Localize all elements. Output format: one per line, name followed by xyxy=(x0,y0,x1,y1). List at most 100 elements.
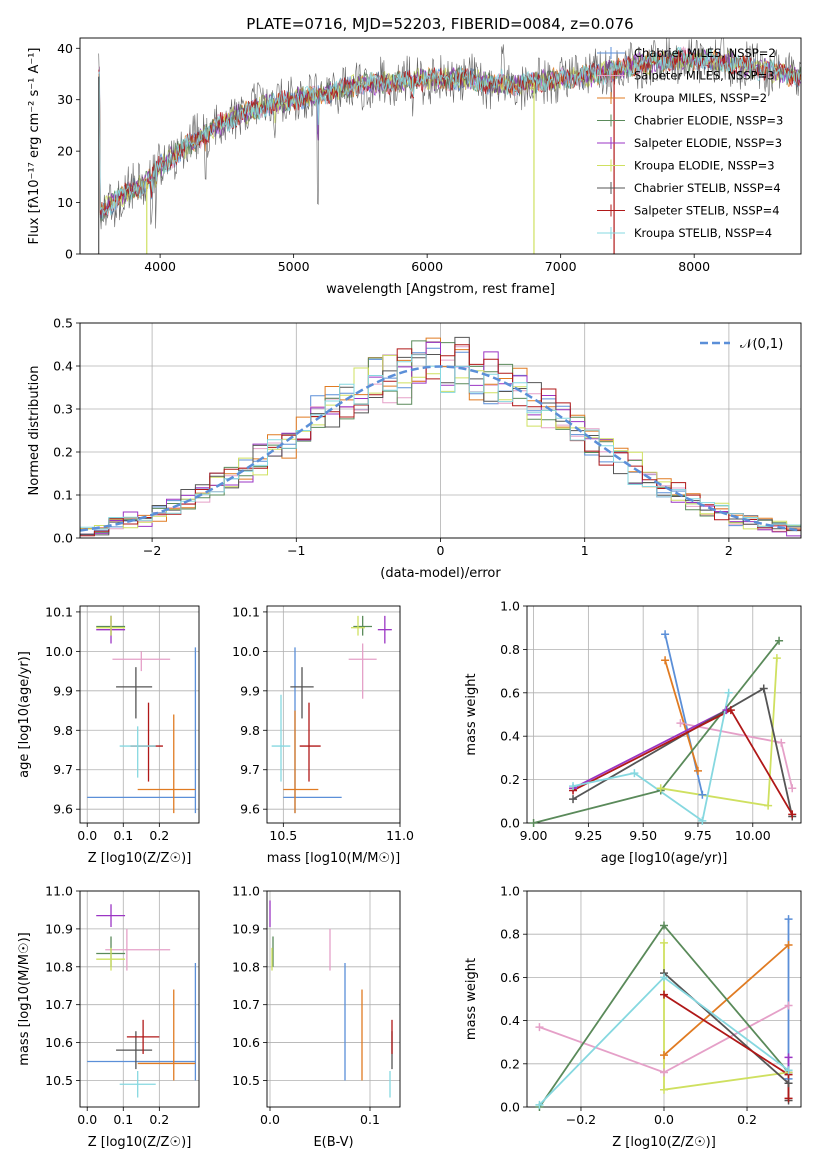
y-tick-label: 0.2 xyxy=(500,1056,520,1071)
weight-point xyxy=(726,706,735,715)
y-tick-label: 9.8 xyxy=(240,723,260,738)
y-tick-label: 1.0 xyxy=(500,599,520,614)
mass_vs_Z-frame xyxy=(79,890,200,1108)
legend-label: Salpeter MILES, NSSP=3 xyxy=(634,69,775,83)
x-tick-label: −0.2 xyxy=(566,1112,596,1127)
y-tick-label: 0.0 xyxy=(53,531,73,546)
weight-point xyxy=(784,1094,793,1103)
legend-label: Chabrier STELIB, NSSP=4 xyxy=(634,181,781,195)
spectrum-y-label: Flux [fλ10⁻¹⁷ erg cm⁻² s⁻¹ A⁻¹] xyxy=(27,48,42,245)
age_vs_Z-frame xyxy=(79,605,200,824)
y-tick-label: 0.6 xyxy=(500,970,520,985)
x-tick-label: 11.0 xyxy=(386,828,414,843)
mass_vs_Z-plot-area xyxy=(87,904,197,1098)
weight-point xyxy=(660,938,668,947)
histogram-step xyxy=(80,344,801,537)
weight-line xyxy=(572,709,727,790)
x-tick-label: 8000 xyxy=(678,259,710,274)
age_vs_Z-plot-area xyxy=(87,615,197,814)
y-tick-label: 9.8 xyxy=(53,723,73,738)
y-tick-label: 11.0 xyxy=(45,884,73,899)
weight-line xyxy=(533,640,780,823)
weight-point xyxy=(759,684,768,693)
weight-point xyxy=(660,1068,668,1077)
y-tick-label: 0.5 xyxy=(53,316,73,331)
mass_vs_Z-x-label: Z [log10(Z/Z☉)] xyxy=(88,1135,192,1150)
y-tick-label: 10.9 xyxy=(232,921,260,936)
x-tick-label: 9.75 xyxy=(684,828,712,843)
mass_vs_ebv-frame xyxy=(266,890,401,1108)
y-tick-label: 10.5 xyxy=(45,1073,73,1088)
x-tick-label: 10.5 xyxy=(269,828,297,843)
weight-point xyxy=(660,1085,668,1094)
y-tick-label: 20 xyxy=(57,144,73,159)
mass_vs_Z-axes: 0.0 0.1 0.2 10.5 10.6 10.7 10.8 10.9 11.0 Z [log1… xyxy=(17,884,200,1150)
weight-point xyxy=(693,766,702,775)
y-tick-label: 0.4 xyxy=(500,729,520,744)
weight-line xyxy=(664,660,699,772)
x-tick-label: 2 xyxy=(725,543,733,558)
weight_vs_age-y-label: mass weight xyxy=(464,673,479,755)
mass_vs_ebv-x-label: E(B-V) xyxy=(313,1135,353,1150)
y-tick-label: 30 xyxy=(57,92,73,107)
y-tick-label: 40 xyxy=(57,41,73,56)
weight-point xyxy=(788,784,797,793)
legend-label: Salpeter ELODIE, NSSP=3 xyxy=(634,136,782,150)
y-tick-label: 10.6 xyxy=(232,1035,260,1050)
x-tick-label: 0.2 xyxy=(149,828,169,843)
x-tick-label: 9.50 xyxy=(629,828,657,843)
weight-point xyxy=(777,738,786,747)
x-tick-label: 1 xyxy=(581,543,589,558)
legend-label: Chabrier MILES, NSSP=2 xyxy=(634,46,776,60)
y-tick-label: 10 xyxy=(57,195,73,210)
y-tick-label: 0.4 xyxy=(500,1013,520,1028)
weight-point xyxy=(656,784,665,793)
y-tick-label: 10.7 xyxy=(45,997,73,1012)
weight-point xyxy=(660,1051,668,1060)
weight-line xyxy=(572,692,730,823)
x-tick-label: 0.0 xyxy=(77,1112,97,1127)
weight_vs_Z-y-label: mass weight xyxy=(464,958,479,1040)
y-tick-label: 0 xyxy=(65,247,73,262)
x-tick-label: 0.2 xyxy=(737,1112,757,1127)
weight-point xyxy=(535,1023,544,1032)
weight_vs_age-x-label: age [log10(age/yr)] xyxy=(601,851,728,866)
weight-point xyxy=(784,915,793,924)
x-tick-label: 0.2 xyxy=(149,1112,169,1127)
y-tick-label: 10.0 xyxy=(232,644,260,659)
spectrum-line xyxy=(98,46,801,220)
age_vs_Z-y-label: age [log10(age/yr)] xyxy=(17,651,32,778)
y-tick-label: 0.2 xyxy=(500,772,520,787)
weight-point xyxy=(698,816,707,825)
weight-point xyxy=(660,921,668,930)
residuals-y-label: Normed distribution xyxy=(27,366,42,496)
histogram-step xyxy=(80,354,801,530)
x-tick-label: 0 xyxy=(437,543,445,558)
weight-point xyxy=(764,801,773,810)
age_vs_Z-x-label: Z [log10(Z/Z☉)] xyxy=(88,851,192,866)
y-tick-label: 10.9 xyxy=(45,921,73,936)
legend-label: 𝒩(0,1) xyxy=(740,337,783,352)
legend-label: Salpeter STELIB, NSSP=4 xyxy=(634,204,780,218)
x-tick-label: 6000 xyxy=(411,259,443,274)
age_vs_mass-axes: 10.5 11.0 9.6 9.7 9.8 9.9 10.0 10.1 mass [log10(… xyxy=(232,604,414,866)
y-tick-label: 10.8 xyxy=(45,959,73,974)
weight-point xyxy=(784,1079,793,1088)
weight-point xyxy=(535,1100,544,1109)
x-tick-label: 4000 xyxy=(144,259,176,274)
weight-point xyxy=(661,630,670,639)
weight-point xyxy=(569,795,578,804)
weight-point xyxy=(784,1066,793,1075)
normal-curve xyxy=(80,365,801,532)
y-tick-label: 1.0 xyxy=(500,884,520,899)
y-tick-label: 9.6 xyxy=(240,802,260,817)
residuals-axes: −2 −1 0 1 2 0.0 0.1 0.2 0.3 0.4 0.5 (data-model)/er… xyxy=(27,316,802,581)
x-tick-label: 0.0 xyxy=(260,1112,280,1127)
mass_vs_ebv-plot-area xyxy=(269,900,393,1098)
y-tick-label: 10.1 xyxy=(232,604,260,619)
y-tick-label: 9.7 xyxy=(240,762,260,777)
y-tick-label: 0.8 xyxy=(500,927,520,942)
age_vs_Z-axes: 0.0 0.1 0.2 9.6 9.7 9.8 9.9 10.0 10.1 Z [log10(Z/… xyxy=(17,604,200,866)
x-tick-label: 9.00 xyxy=(520,828,548,843)
